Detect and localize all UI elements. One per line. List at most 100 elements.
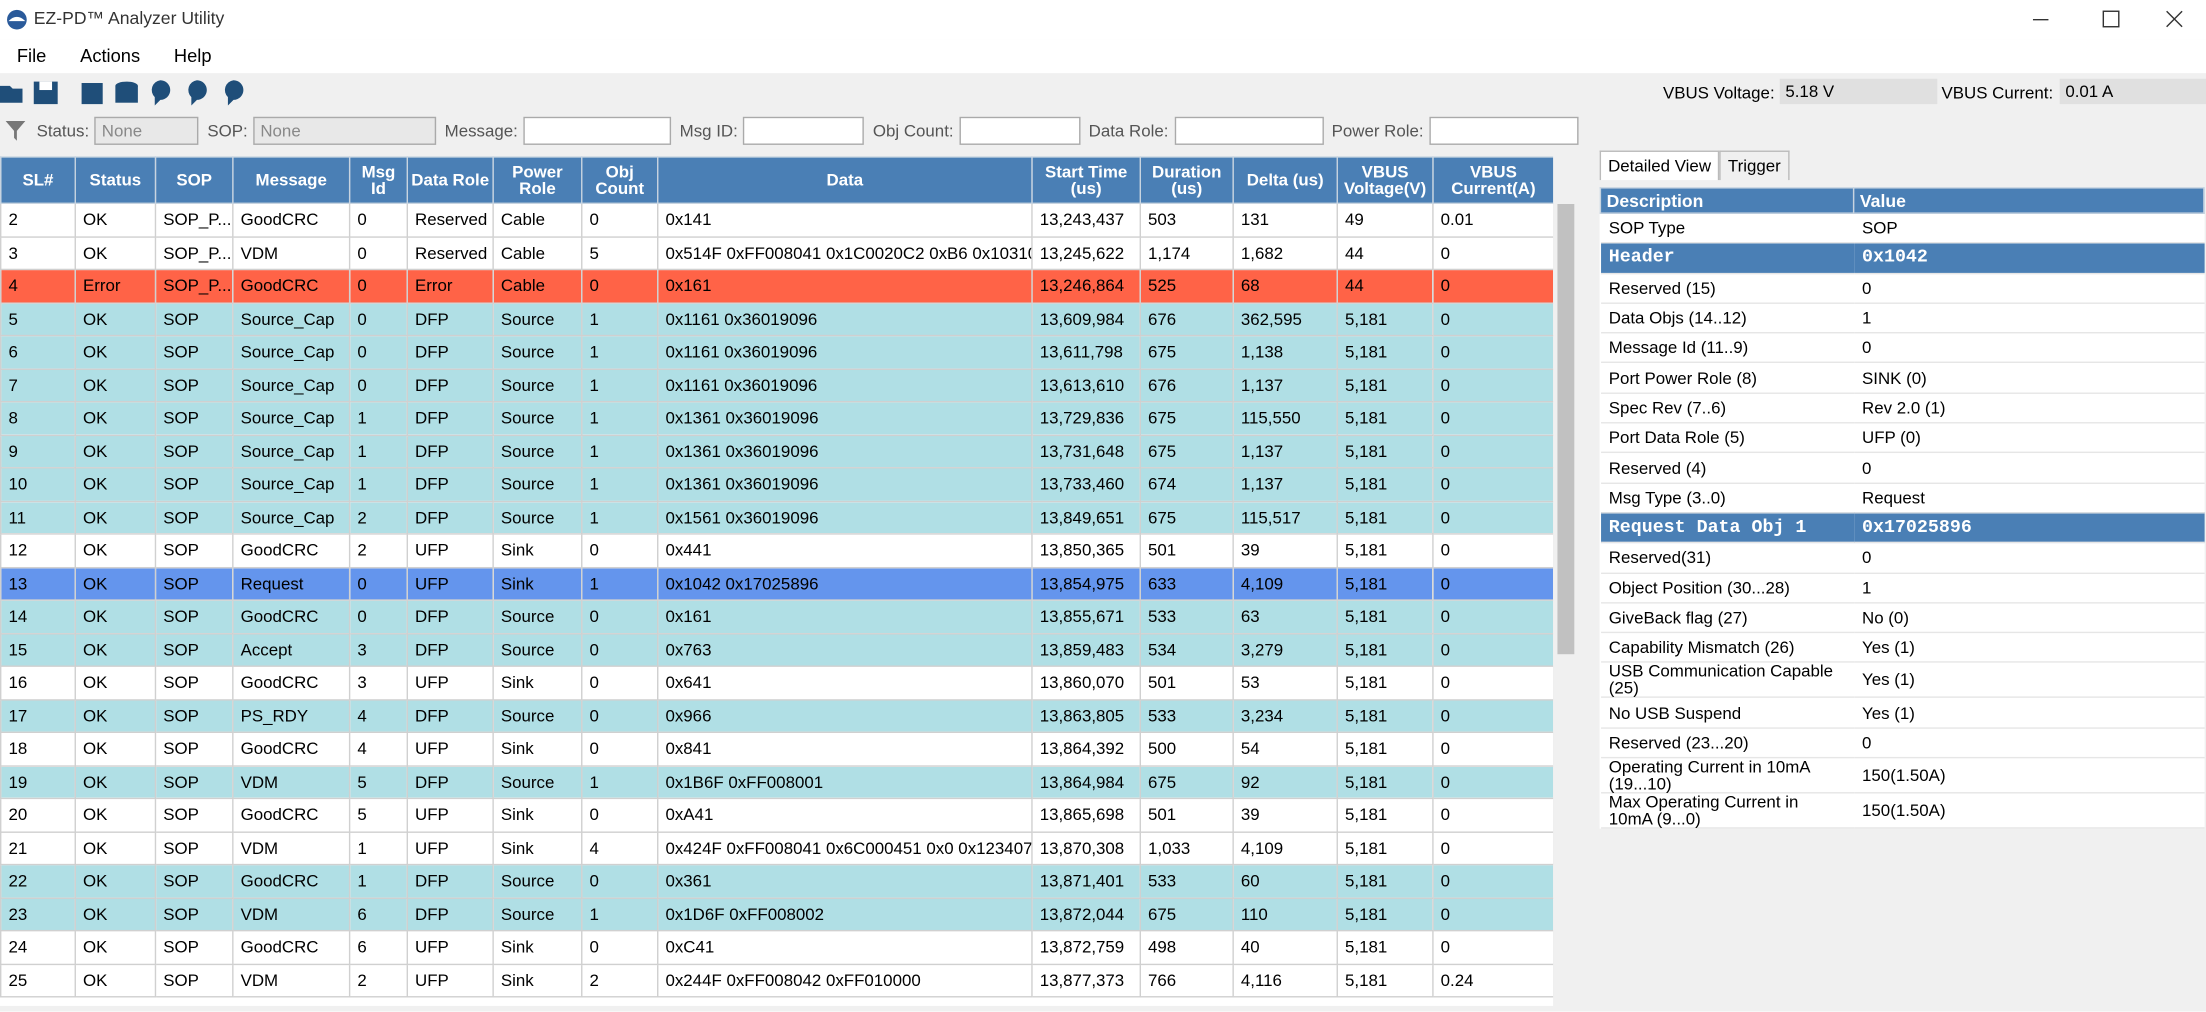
table-row[interactable]: 3 OK SOP_P... VDM 0 Reserved Cable 5 0x514F 0xFF… [0, 235, 1554, 271]
column-header[interactable]: SL# [0, 156, 76, 205]
menu-item[interactable]: Help [173, 45, 212, 67]
table-cell: 0 [348, 566, 409, 601]
detail-value: 0 [1853, 542, 2204, 574]
detail-description: Port Data Role (5) [1600, 422, 1854, 454]
table-cell: 0 [581, 698, 659, 733]
menu-item[interactable]: Actions [80, 45, 141, 67]
column-header[interactable]: Start Time (us) [1031, 156, 1141, 205]
filter-input[interactable] [1174, 116, 1324, 145]
table-cell: Sink [492, 533, 583, 568]
table-cell: 5,181 [1336, 863, 1434, 899]
column-header[interactable]: Duration (us) [1139, 156, 1234, 205]
tab[interactable]: Trigger [1719, 150, 1790, 181]
table-cell: OK [74, 863, 157, 899]
table-row[interactable]: 5 OK SOP Source_Cap 0 DFP Source 1 0x1161 0x3601… [0, 301, 1554, 337]
table-cell: 0 [1432, 367, 1554, 403]
table-row[interactable]: 15 OK SOP Accept 3 DFP Source 0 0x763 13,859,483 5… [0, 632, 1554, 667]
column-header[interactable]: Obj Count [581, 156, 659, 205]
detail-row: Message Id (11..9) 0 [1600, 332, 2204, 364]
table-cell: 675 [1139, 500, 1234, 535]
column-header[interactable]: SOP [154, 156, 234, 205]
voltage-label: VBUS Voltage: [1662, 83, 1775, 103]
table-cell: GoodCRC [232, 268, 351, 304]
table-cell: 0x841 [657, 731, 1033, 767]
menu-item[interactable]: File [16, 45, 47, 67]
table-cell: Sink [492, 665, 583, 700]
table-row[interactable]: 24 OK SOP GoodCRC 6 UFP Sink 0 0xC41 13,872,759 49… [0, 929, 1554, 965]
table-row[interactable]: 12 OK SOP GoodCRC 2 UFP Sink 0 0x441 13,850,365 50… [0, 533, 1554, 568]
table-row[interactable]: 13 OK SOP Request 0 UFP Sink 1 0x1042 0x17025896… [0, 566, 1554, 601]
table-row[interactable]: 8 OK SOP Source_Cap 1 DFP Source 1 0x1361 0x3601… [0, 400, 1554, 436]
filter-input[interactable] [1429, 116, 1579, 145]
filter-combo[interactable]: None [253, 116, 437, 145]
table-cell: 44 [1336, 268, 1434, 304]
table-row[interactable]: 25 OK SOP VDM 2 UFP Sink 2 0x244F 0xFF008042 0xF… [0, 963, 1554, 998]
detail-row: Object Position (30...28) 1 [1600, 572, 2204, 604]
table-cell: 0x141 [657, 202, 1033, 238]
detail-value: Rev 2.0 (1) [1853, 392, 2204, 424]
table-cell: 0x1D6F 0xFF008002 [657, 896, 1033, 932]
table-row[interactable]: 9 OK SOP Source_Cap 1 DFP Source 1 0x1361 0x3601… [0, 434, 1554, 469]
column-header[interactable]: Msg Id [348, 156, 409, 205]
table-row[interactable]: 17 OK SOP PS_RDY 4 DFP Source 0 0x966 13,863,805 5… [0, 698, 1554, 733]
table-cell: 25 [0, 963, 76, 998]
table-cell: 5,181 [1336, 301, 1434, 337]
scroll-thumb[interactable] [1557, 204, 1575, 655]
toolbar-icons[interactable] [0, 77, 267, 108]
column-header[interactable]: Power Role [492, 156, 583, 205]
table-row[interactable]: 7 OK SOP Source_Cap 0 DFP Source 1 0x1161 0x3601… [0, 367, 1554, 403]
table-row[interactable]: 2 OK SOP_P... GoodCRC 0 Reserved Cable 0 0x141 13… [0, 202, 1554, 238]
detail-value: 0x1042 [1853, 243, 2204, 274]
column-header[interactable]: Data [657, 156, 1033, 205]
table-row[interactable]: 21 OK SOP VDM 1 UFP Sink 4 0x424F 0xFF008041 0x6… [0, 830, 1554, 866]
table-cell: 525 [1139, 268, 1234, 304]
table: SL# Status SOP Message Msg Id Data Role Power … [0, 156, 1554, 998]
voltage-value: 5.18 V [1779, 78, 1938, 105]
table-cell: SOP [154, 830, 234, 866]
filter-input[interactable] [523, 116, 672, 145]
filter-combo[interactable]: None [94, 116, 199, 145]
table-cell: 0x1361 0x36019096 [657, 434, 1033, 469]
detail-description: Max Operating Current in 10mA (9...0) [1600, 792, 1854, 829]
table-cell: UFP [406, 731, 494, 767]
table-cell: Source_Cap [232, 400, 351, 436]
table-cell: Reserved [406, 202, 494, 238]
table-row[interactable]: 10 OK SOP Source_Cap 1 DFP Source 1 0x1361 0x360… [0, 467, 1554, 502]
table-cell: SOP [154, 533, 234, 568]
table-cell: Source_Cap [232, 334, 351, 370]
tab[interactable]: Detailed View [1599, 150, 1720, 181]
table-row[interactable]: 6 OK SOP Source_Cap 0 DFP Source 1 0x1161 0x3601… [0, 334, 1554, 370]
filter-input[interactable] [743, 116, 865, 145]
table-row[interactable]: 22 OK SOP GoodCRC 1 DFP Source 0 0x361 13,871,401… [0, 863, 1554, 899]
table-cell: Source [492, 301, 583, 337]
filter-input[interactable] [959, 116, 1081, 145]
table-cell: 674 [1139, 467, 1234, 502]
window-controls[interactable] [2026, 8, 2195, 31]
table-row[interactable]: 23 OK SOP VDM 6 DFP Source 1 0x1D6F 0xFF008002 13… [0, 896, 1554, 932]
detail-value: 150(1.50A) [1853, 757, 2204, 794]
table-cell: 1 [581, 400, 659, 436]
column-header[interactable]: Message [232, 156, 351, 205]
table-cell: 0xA41 [657, 797, 1033, 833]
table-row[interactable]: 14 OK SOP GoodCRC 0 DFP Source 0 0x161 13,855,671… [0, 599, 1554, 634]
table-cell: 533 [1139, 698, 1234, 733]
detail-value: 0 [1853, 452, 2204, 484]
table-cell: 4 [581, 830, 659, 866]
title-bar: EZ-PD™ Analyzer Utility [0, 0, 2206, 40]
column-header[interactable]: Status [74, 156, 157, 205]
scrollbar[interactable] [1553, 156, 1579, 1006]
table-row[interactable]: 20 OK SOP GoodCRC 5 UFP Sink 0 0xA41 13,865,698 50… [0, 797, 1554, 833]
column-header[interactable]: VBUS Current(A) [1432, 156, 1554, 205]
table-row[interactable]: 19 OK SOP VDM 5 DFP Source 1 0x1B6F 0xFF008001 13… [0, 764, 1554, 800]
column-header[interactable]: VBUS Voltage(V) [1336, 156, 1434, 205]
table-row[interactable]: 11 OK SOP Source_Cap 2 DFP Source 1 0x1561 0x360… [0, 500, 1554, 535]
table-row[interactable]: 18 OK SOP GoodCRC 4 UFP Sink 0 0x841 13,864,392 50… [0, 731, 1554, 767]
table-cell: 13,613,610 [1031, 367, 1141, 403]
table-cell: 0 [1432, 467, 1554, 502]
table-row[interactable]: 4 Error SOP_P... GoodCRC 0 Error Cable 0 0x161 13… [0, 268, 1554, 304]
detail-panel: Detailed View Trigger Description Value SOP… [1594, 150, 2206, 1012]
table-row[interactable]: 16 OK SOP GoodCRC 3 UFP Sink 0 0x641 13,860,070 50… [0, 665, 1554, 700]
table-cell: 1,138 [1232, 334, 1338, 370]
column-header[interactable]: Delta (us) [1232, 156, 1338, 205]
column-header[interactable]: Data Role [406, 156, 494, 205]
